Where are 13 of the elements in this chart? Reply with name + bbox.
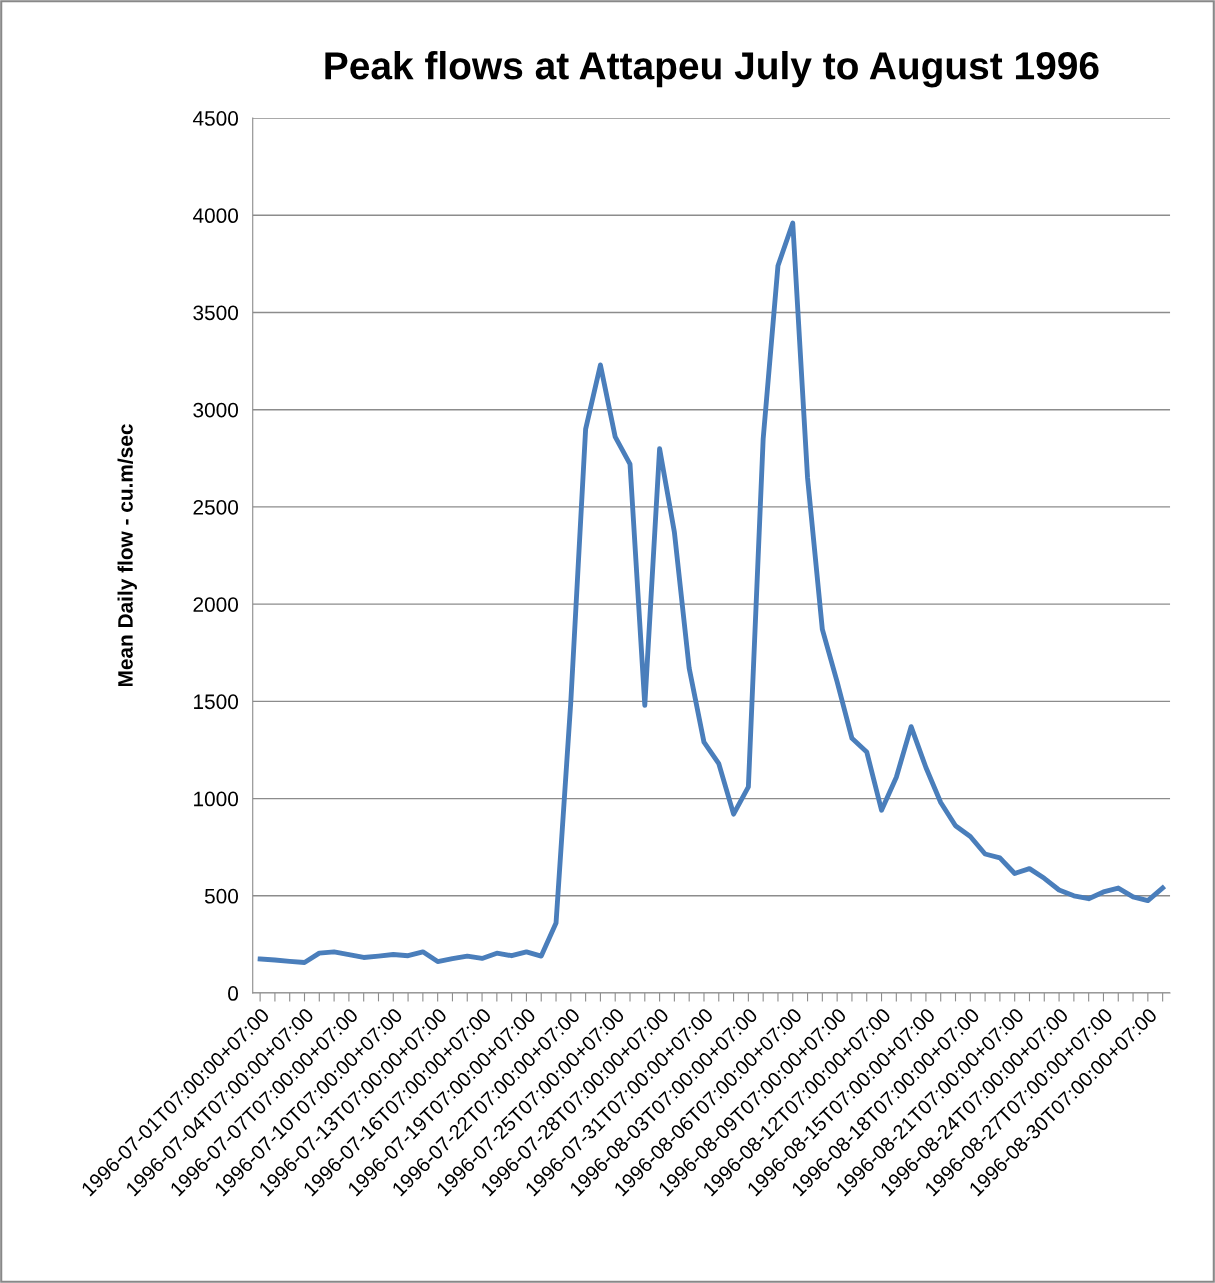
y-tick-label: 1500 — [194, 694, 239, 710]
y-tick-label: 3500 — [193, 305, 239, 321]
y-axis-title: Mean Daily flow - cu.m/sec — [117, 424, 137, 687]
line-series — [257, 220, 1166, 965]
y-tick-label: 4500 — [192, 111, 239, 126]
chart-title: Peak flows at Attapeu July to August 1996 — [325, 50, 1099, 88]
y-tick-label: 4000 — [192, 208, 239, 224]
y-tick-label: 2500 — [193, 499, 239, 515]
y-tick-label: 1000 — [194, 791, 239, 807]
y-tick-label: 2000 — [193, 597, 239, 612]
y-tick-label: 3000 — [193, 402, 239, 418]
y-tick-label: 500 — [204, 888, 239, 904]
y-tick-label: 0 — [228, 986, 239, 1001]
